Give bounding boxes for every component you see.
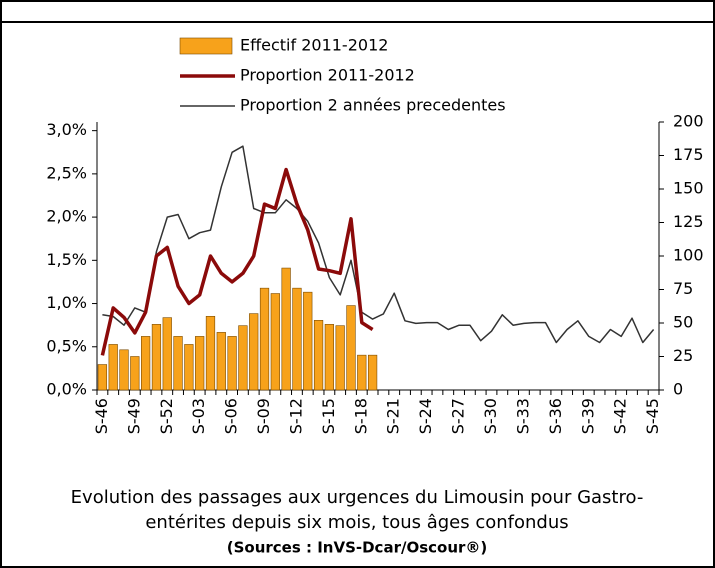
x-tick-label: S-18 bbox=[351, 398, 370, 434]
y2-tick-label: 25 bbox=[673, 346, 693, 365]
x-tick-label: S-03 bbox=[189, 398, 208, 434]
x-tick-label: S-09 bbox=[254, 398, 273, 434]
bar bbox=[303, 291, 313, 391]
caption: entérites depuis six mois, tous âges con… bbox=[145, 512, 568, 533]
legend-swatch bbox=[179, 37, 233, 55]
x-tick-label: S-27 bbox=[449, 398, 468, 434]
bar bbox=[108, 344, 118, 391]
bar bbox=[367, 354, 378, 391]
x-tick-label: S-33 bbox=[513, 398, 532, 434]
caption: (Sources : InVS-Dcar/Oscour®) bbox=[227, 539, 488, 557]
bar bbox=[141, 336, 151, 391]
bar bbox=[119, 349, 129, 391]
legend-label: Proportion 2 années precedentes bbox=[240, 96, 506, 115]
x-tick-label: S-15 bbox=[319, 398, 338, 434]
bar bbox=[238, 325, 248, 391]
y2-tick-label: 75 bbox=[673, 279, 693, 298]
bar bbox=[130, 356, 140, 391]
y2-tick-label: 125 bbox=[673, 212, 704, 231]
y-tick-label: 1,0% bbox=[46, 293, 87, 312]
bar bbox=[151, 324, 162, 391]
caption: Evolution des passages aux urgences du L… bbox=[71, 487, 644, 508]
x-tick-label: S-46 bbox=[92, 398, 111, 434]
bar bbox=[281, 267, 291, 391]
y2-tick-label: 50 bbox=[673, 313, 693, 332]
x-tick-label: S-52 bbox=[157, 398, 176, 434]
y-tick-label: 1,5% bbox=[46, 250, 87, 269]
bar bbox=[270, 293, 280, 391]
bar bbox=[292, 287, 302, 391]
bar bbox=[259, 287, 270, 391]
line-series bbox=[102, 145, 655, 344]
x-tick-label: S-24 bbox=[416, 398, 435, 434]
line-series bbox=[100, 167, 374, 356]
legend-label: Proportion 2011-2012 bbox=[240, 66, 415, 85]
x-tick-label: S-39 bbox=[578, 398, 597, 434]
bar bbox=[173, 336, 183, 391]
y2-tick-label: 150 bbox=[673, 179, 704, 198]
bar bbox=[216, 332, 226, 391]
legend-label: Effectif 2011-2012 bbox=[240, 36, 388, 55]
bar bbox=[195, 336, 205, 391]
y2-tick-label: 175 bbox=[673, 145, 704, 164]
bar bbox=[357, 354, 367, 391]
y2-tick-label: 100 bbox=[673, 246, 704, 265]
y-tick-label: 3,0% bbox=[46, 120, 87, 139]
x-tick-label: S-12 bbox=[286, 398, 305, 434]
x-tick-label: S-06 bbox=[222, 398, 241, 434]
bar bbox=[249, 313, 259, 391]
bar bbox=[162, 317, 172, 391]
y2-tick-label: 200 bbox=[673, 112, 704, 131]
bar bbox=[97, 364, 108, 391]
bar bbox=[205, 315, 216, 391]
x-tick-label: S-30 bbox=[481, 398, 500, 434]
bar bbox=[324, 324, 334, 391]
x-tick-label: S-49 bbox=[124, 398, 143, 434]
y-tick-label: 2,5% bbox=[46, 163, 87, 182]
bar bbox=[184, 344, 194, 391]
y2-tick-label: 0 bbox=[673, 380, 683, 399]
x-tick-label: S-45 bbox=[643, 398, 662, 434]
y-tick-label: 0,5% bbox=[46, 336, 87, 355]
y-tick-label: 2,0% bbox=[46, 207, 87, 226]
bar bbox=[346, 305, 356, 391]
bar bbox=[335, 325, 345, 391]
x-tick-label: S-21 bbox=[384, 398, 403, 434]
bar bbox=[313, 320, 324, 391]
y-tick-label: 0,0% bbox=[46, 380, 87, 399]
x-tick-label: S-42 bbox=[611, 398, 630, 434]
bar bbox=[227, 336, 237, 391]
x-tick-label: S-36 bbox=[546, 398, 565, 434]
